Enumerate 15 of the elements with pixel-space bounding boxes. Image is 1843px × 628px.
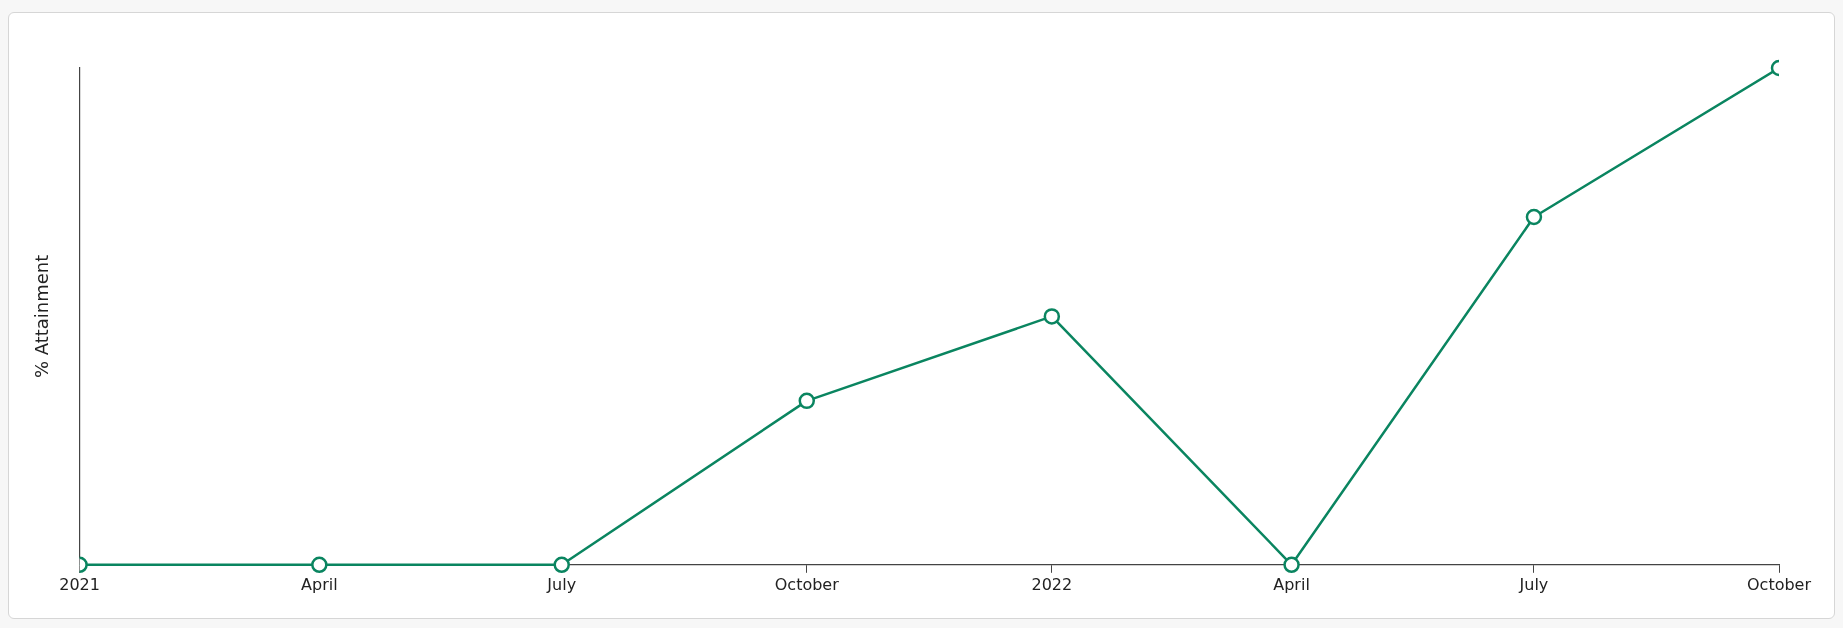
point — [1283, 556, 1300, 574]
point — [798, 392, 816, 410]
x-tick-label: October — [1746, 574, 1812, 594]
x-tick-label: 2021 — [59, 574, 100, 594]
point — [553, 556, 570, 574]
x-tick-label: July — [546, 574, 577, 594]
x-tick-label: April — [1273, 574, 1310, 594]
point — [311, 556, 328, 574]
y-axis-title: % Attainment — [31, 254, 53, 379]
x-tick-label: April — [301, 574, 338, 594]
point — [1525, 208, 1543, 226]
point — [1043, 308, 1061, 325]
x-tick-label: 2022 — [1031, 574, 1073, 594]
x-tick-label: October — [774, 574, 840, 594]
x-tick-label: July — [1518, 574, 1549, 594]
